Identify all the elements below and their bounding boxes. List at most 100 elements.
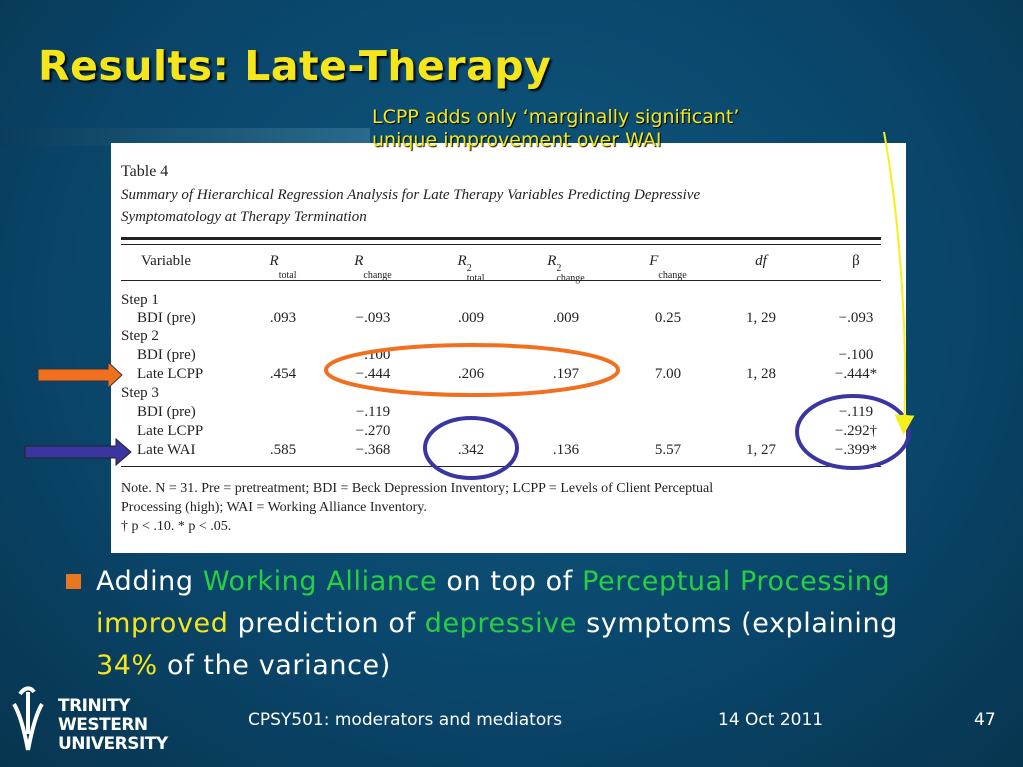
rule [121, 466, 881, 467]
cell: .136 [552, 442, 580, 458]
cell: .206 [457, 366, 485, 382]
table-caption: Table 4 [121, 163, 169, 180]
cell: −.119 [355, 404, 391, 420]
cell: .197 [552, 366, 580, 382]
logo-line: UNIVERSITY [58, 734, 168, 754]
header-symbol: β [852, 253, 860, 269]
highlight: 34% [96, 650, 158, 681]
header-sub: total [466, 273, 485, 284]
rule [121, 280, 881, 281]
callout: LCPP adds only ‘marginally significant’ … [372, 106, 739, 152]
pointer-line [883, 131, 915, 435]
text: of the variance) [157, 650, 391, 681]
highlight-ellipse [423, 416, 519, 480]
highlight: Perceptual Processing [582, 566, 891, 597]
cell: −.093 [838, 310, 874, 326]
cell: .342 [457, 442, 485, 458]
footer-course: CPSY501: moderators and mediators [248, 710, 563, 730]
row-label: Late WAI [137, 442, 196, 458]
row-label: BDI (pre) [137, 347, 196, 363]
table-subtitle: Summary of Hierarchical Regression Analy… [121, 187, 701, 203]
rule [121, 244, 881, 245]
slide-title: Results: Late-Therapy [38, 42, 552, 90]
arrow [24, 437, 132, 467]
column-header: df [755, 253, 767, 270]
cell: −.444 [355, 366, 391, 382]
header-sub: change [556, 273, 585, 284]
header-script: 2 change [556, 264, 584, 284]
logo-line: WESTERN [58, 715, 148, 735]
table-note: † p < .10. * p < .05. [121, 519, 232, 534]
text: symptoms (explaining [576, 608, 898, 639]
cell: −.100 [838, 347, 874, 363]
header-script: change [363, 269, 391, 281]
header-symbol: R [547, 253, 557, 269]
bullet-marker [66, 574, 81, 589]
header-symbol: Variable [141, 253, 191, 269]
cell: .093 [269, 310, 297, 326]
table-image: Table 4 Summary of Hierarchical Regressi… [111, 143, 906, 553]
highlight: depressive [424, 608, 577, 639]
header-script: total [279, 269, 297, 281]
header-sup: 2 [466, 263, 472, 274]
text: prediction of [228, 608, 425, 639]
cell: −.399* [834, 442, 878, 458]
footer-date: 14 Oct 2011 [718, 710, 824, 730]
table-note: Note. N = 31. Pre = pretreatment; BDI = … [121, 481, 714, 496]
logo-mark [12, 686, 44, 751]
table-subtitle: Symptomatology at Therapy Termination [121, 209, 367, 225]
column-header: β [852, 253, 860, 270]
highlight-ellipse [324, 343, 620, 397]
cell: −.093 [355, 310, 391, 326]
highlight: Working Alliance [202, 566, 438, 597]
step-label: Step 3 [121, 385, 159, 401]
header-symbol: F [649, 253, 659, 269]
cell: .009 [552, 310, 580, 326]
column-header: R 2 change [547, 253, 585, 284]
header-sub: total [278, 270, 297, 281]
header-symbol: df [755, 253, 767, 269]
cell: −.270 [355, 423, 391, 439]
logo-text: TRINITY WESTERN UNIVERSITY [58, 697, 168, 754]
cell: −.292† [834, 423, 878, 439]
cell: 1, 27 [746, 442, 776, 458]
cell: −.444* [834, 366, 878, 382]
row-label: Late LCPP [137, 366, 204, 382]
header-sub: change [658, 270, 687, 281]
column-header: Variable [141, 253, 191, 270]
header-symbol: R [354, 253, 364, 269]
cell: −.368 [355, 442, 391, 458]
table-note: Processing (high); WAI = Working Allianc… [121, 500, 427, 515]
row-label: BDI (pre) [137, 404, 196, 420]
column-header: R 2 total [458, 253, 485, 284]
cell: −.119 [838, 404, 874, 420]
row-label: BDI (pre) [137, 310, 196, 326]
cell: .454 [269, 366, 297, 382]
cell: .585 [269, 442, 297, 458]
title-bar [0, 128, 370, 146]
bullet-text: Adding Working Alliance on top of Percep… [96, 561, 916, 687]
callout-line: LCPP adds only ‘marginally significant’ [372, 106, 740, 128]
cell: .009 [457, 310, 485, 326]
step-label: Step 1 [121, 292, 159, 308]
highlight: improved [96, 608, 229, 639]
cell: 7.00 [654, 366, 682, 382]
logo-line: TRINITY [58, 696, 130, 716]
row-label: Late LCPP [137, 423, 204, 439]
header-script: change [658, 269, 686, 281]
callout-line: unique improvement over WAI [372, 129, 662, 151]
cell: 5.57 [654, 442, 682, 458]
text: on top of [437, 566, 583, 597]
header-sup: 2 [556, 263, 562, 274]
arrow [37, 360, 123, 390]
header-sub: change [363, 270, 392, 281]
page-number: 47 [974, 710, 996, 730]
highlight-ellipse [795, 394, 911, 470]
text: Adding [96, 566, 203, 597]
step-label: Step 2 [121, 328, 159, 344]
header-symbol: R [457, 253, 467, 269]
